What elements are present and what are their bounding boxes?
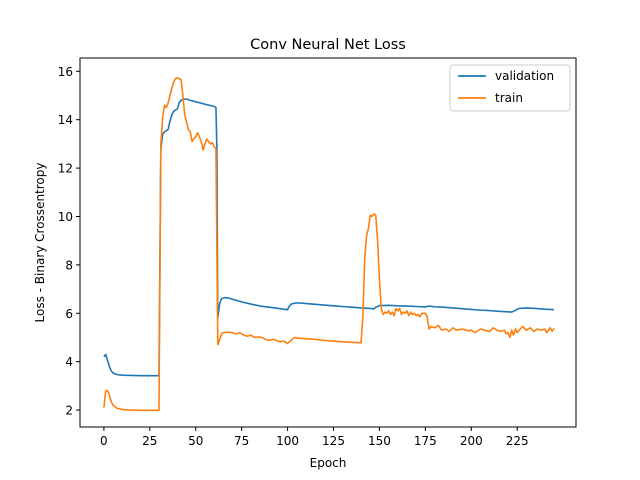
legend-label-validation: validation: [495, 69, 554, 83]
x-tick-label: 100: [276, 434, 299, 448]
x-tick-label: 50: [188, 434, 203, 448]
x-tick-label: 75: [234, 434, 249, 448]
y-axis-label: Loss - Binary Crossentropy: [33, 163, 47, 323]
x-tick-label: 200: [460, 434, 483, 448]
legend: validation train: [450, 65, 570, 111]
x-tick-label: 25: [142, 434, 157, 448]
x-tick-label: 225: [506, 434, 529, 448]
plot-area: [80, 58, 576, 427]
x-axis-label: Epoch: [310, 456, 347, 470]
legend-label-train: train: [495, 91, 523, 105]
y-tick-label: 6: [65, 307, 73, 321]
y-tick-label: 10: [58, 210, 73, 224]
y-tick-label: 14: [58, 113, 73, 127]
x-tick-label: 125: [322, 434, 345, 448]
y-tick-label: 4: [65, 355, 73, 369]
chart-title: Conv Neural Net Loss: [250, 37, 406, 53]
y-tick-label: 16: [58, 65, 73, 79]
y-tick-label: 8: [65, 258, 73, 272]
y-tick-label: 2: [65, 404, 73, 418]
x-tick-label: 150: [368, 434, 391, 448]
x-tick-label: 0: [100, 434, 108, 448]
y-tick-label: 12: [58, 162, 73, 176]
x-tick-label: 175: [414, 434, 437, 448]
